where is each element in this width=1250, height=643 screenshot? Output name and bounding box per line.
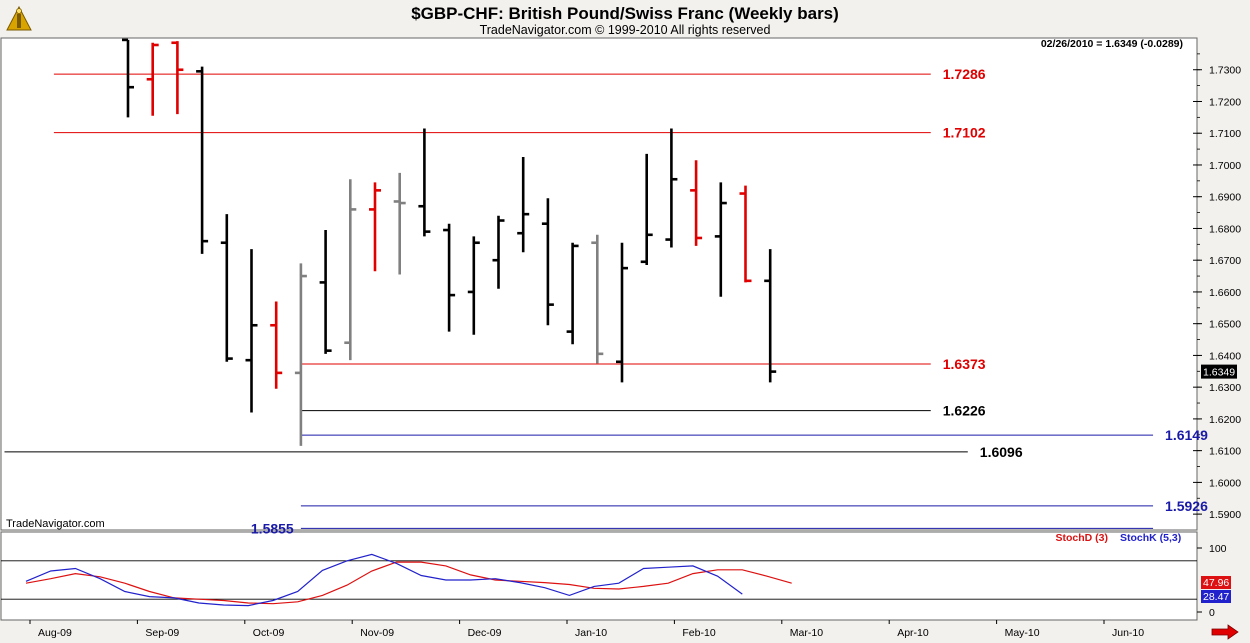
x-axis-tick-label: Apr-10: [897, 627, 929, 639]
chart-title: $GBP-CHF: British Pound/Swiss Franc (Wee…: [411, 4, 839, 23]
copyright-text: TradeNavigator.com © 1999-2010 All right…: [479, 23, 771, 37]
x-axis-tick-label: Jan-10: [575, 627, 607, 639]
y-axis-tick-label: 1.6400: [1209, 350, 1241, 362]
x-axis-tick-label: Sep-09: [145, 627, 179, 639]
y-axis-tick-label: 1.6800: [1209, 223, 1241, 235]
level-label-1.6226: 1.6226: [943, 403, 986, 419]
stoch-legend-k: StochK (5,3): [1120, 532, 1181, 544]
date-value-readout: 02/26/2010 = 1.6349 (-0.0289): [1041, 38, 1183, 50]
stoch-line-stochd: [25, 561, 792, 605]
x-axis-tick-label: Nov-09: [360, 627, 394, 639]
x-axis-tick-label: Feb-10: [682, 627, 715, 639]
y-axis-tick-label: 1.7300: [1209, 65, 1241, 77]
stoch-d-value-text: 47.96: [1203, 577, 1229, 589]
level-label-1.7286: 1.7286: [943, 66, 986, 82]
level-label-1.7102: 1.7102: [943, 125, 986, 141]
y-axis-tick-label: 1.5900: [1209, 509, 1241, 521]
stoch-k-value-tag: [1201, 590, 1231, 603]
y-axis-tick-label: 1.6300: [1209, 382, 1241, 394]
x-axis-tick-label: Aug-09: [38, 627, 72, 639]
level-label-1.6096: 1.6096: [980, 444, 1023, 460]
current-price-tag-text: 1.6349: [1203, 367, 1235, 379]
y-axis-tick-label: 1.6100: [1209, 446, 1241, 458]
level-label-1.6149: 1.6149: [1165, 427, 1208, 443]
x-axis-tick-label: Jun-10: [1112, 627, 1144, 639]
y-axis-tick-label: 1.7100: [1209, 128, 1241, 140]
x-axis-tick-label: Mar-10: [790, 627, 823, 639]
level-label-1.6373: 1.6373: [943, 356, 986, 372]
y-axis-tick-label: 1.6200: [1209, 414, 1241, 426]
y-axis-tick-label: 1.6500: [1209, 319, 1241, 331]
scroll-right-arrow-icon[interactable]: [1210, 624, 1240, 640]
stoch-axis-tick-label: 0: [1209, 607, 1215, 619]
watermark-text: TradeNavigator.com: [6, 518, 105, 530]
stochastic-panel: [0, 531, 1198, 621]
stoch-axis-tick-label: 100: [1209, 543, 1227, 555]
current-price-tag: [1201, 364, 1237, 379]
y-axis-tick-label: 1.6900: [1209, 192, 1241, 204]
x-axis-tick-label: Oct-09: [253, 627, 285, 639]
level-label-1.5926: 1.5926: [1165, 498, 1208, 514]
x-axis-tick-label: Dec-09: [468, 627, 502, 639]
stoch-legend-d: StochD (3): [1056, 532, 1109, 544]
y-axis-tick-label: 1.6700: [1209, 255, 1241, 267]
stoch-d-value-tag: [1201, 576, 1231, 589]
y-axis-tick-label: 1.6000: [1209, 477, 1241, 489]
y-axis-tick-label: 1.7000: [1209, 160, 1241, 172]
level-label-1.5855: 1.5855: [251, 520, 294, 536]
trade-navigator-logo-icon[interactable]: [4, 4, 34, 34]
stoch-k-value-text: 28.47: [1203, 591, 1229, 603]
y-axis-tick-label: 1.6600: [1209, 287, 1241, 299]
x-axis-tick-label: May-10: [1005, 627, 1040, 639]
price-panel: [0, 37, 1198, 531]
stoch-line-stochk: [25, 553, 743, 607]
y-axis-tick-label: 1.7200: [1209, 96, 1241, 108]
